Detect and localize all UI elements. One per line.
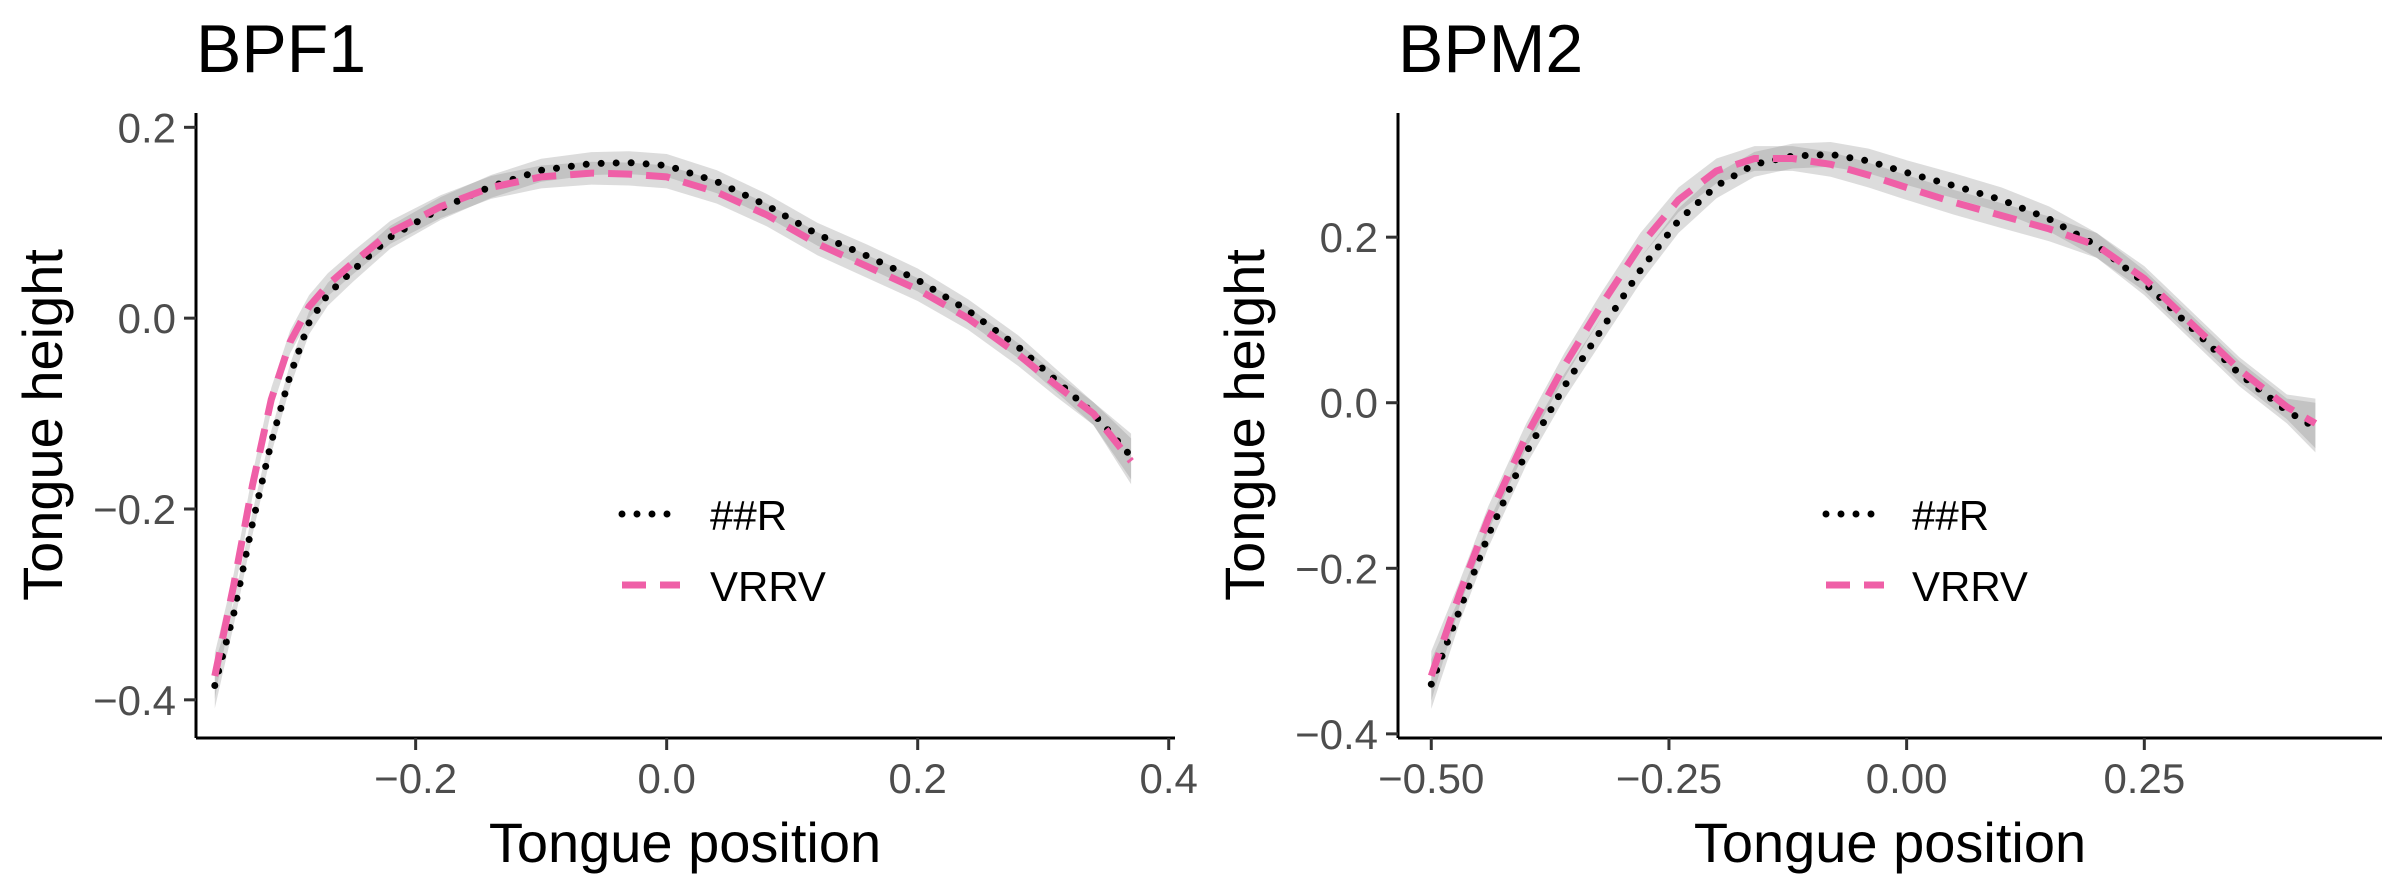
x-tick-label: 0.4 (1140, 755, 1198, 802)
legend: ##R VRRV (1822, 492, 2028, 610)
y-ticks: −0.4 −0.2 0.0 0.2 (1295, 214, 1398, 758)
x-axis-title: Tongue position (1694, 811, 2086, 874)
legend-label-vrrv: VRRV (710, 563, 826, 610)
panel-bpm2: BPM2 −0.4 −0.2 0.0 0.2 −0.50 −0.25 0.00 0.25 T… (1213, 11, 2382, 874)
legend-label-vrrv: VRRV (1912, 563, 2028, 610)
y-tick-label: 0.0 (1320, 380, 1378, 427)
panel-title: BPM2 (1398, 11, 1583, 87)
x-ticks: −0.2 0.0 0.2 0.4 (374, 738, 1198, 802)
x-axis-title: Tongue position (489, 811, 881, 874)
x-ticks: −0.50 −0.25 0.00 0.25 (1378, 738, 2185, 802)
x-tick-label: −0.2 (374, 755, 457, 802)
y-tick-label: 0.2 (1320, 214, 1378, 261)
panel-bpf1: BPF1 −0.4 −0.2 0.0 0.2 −0.2 0.0 0.2 0.4 Tongue… (11, 11, 1198, 874)
legend-label-r: ##R (1912, 492, 1989, 539)
y-tick-label: −0.2 (1295, 545, 1378, 592)
y-tick-label: 0.0 (118, 295, 176, 342)
y-tick-label: 0.2 (118, 104, 176, 151)
y-ticks: −0.4 −0.2 0.0 0.2 (93, 104, 196, 724)
x-tick-label: 0.0 (637, 755, 695, 802)
series-lines (211, 159, 1135, 689)
legend: ##R VRRV (618, 492, 826, 610)
x-tick-label: 0.25 (2103, 755, 2185, 802)
series-lines (1427, 150, 2319, 688)
y-tick-label: −0.4 (1295, 711, 1378, 758)
y-axis-title: Tongue height (11, 249, 74, 601)
y-tick-label: −0.2 (93, 486, 176, 533)
x-tick-label: −0.25 (1616, 755, 1722, 802)
y-tick-label: −0.4 (93, 677, 176, 724)
panel-title: BPF1 (196, 11, 366, 87)
series-line-vrrv (1427, 155, 2318, 678)
x-tick-label: 0.2 (889, 755, 947, 802)
legend-label-r: ##R (710, 492, 787, 539)
y-axis-title: Tongue height (1213, 249, 1276, 601)
x-tick-label: −0.50 (1378, 755, 1484, 802)
x-tick-label: 0.00 (1866, 755, 1948, 802)
series-line-vrrv (211, 169, 1134, 677)
